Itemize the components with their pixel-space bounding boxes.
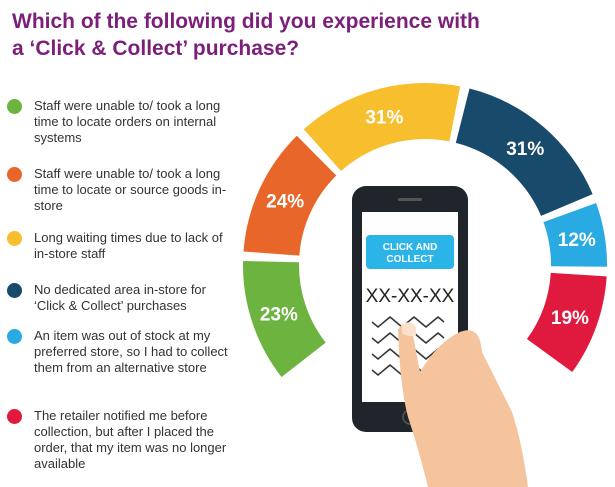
thumb-nail (402, 322, 416, 337)
legend-label: No dedicated area in-store for ‘Click & … (34, 282, 206, 313)
ring-segment (455, 88, 593, 216)
value-label: 23% (260, 305, 298, 326)
legend-marker (7, 231, 22, 246)
value-label: 24% (266, 192, 304, 213)
legend-marker (7, 167, 22, 182)
legend-marker (7, 99, 22, 114)
ring-segment (303, 83, 461, 172)
button-label: CLICK AND (383, 242, 438, 253)
legend-marker (7, 329, 22, 344)
ring-segment (243, 135, 337, 256)
value-label: 19% (551, 308, 589, 329)
wave-line (371, 316, 445, 328)
legend-label: Long waiting times due to lack of in-sto… (34, 230, 223, 261)
button-label: COLLECT (386, 254, 433, 265)
legend-item: Staff were unable to/ took a long time t… (7, 98, 232, 146)
phone-speaker (398, 198, 422, 201)
collect-button (366, 235, 454, 269)
ring-segment (543, 202, 607, 267)
hand (398, 324, 528, 487)
value-label: 31% (506, 139, 544, 160)
legend-marker (7, 283, 22, 298)
legend-label: Staff were unable to/ took a long time t… (34, 98, 221, 145)
legend-item: No dedicated area in-store for ‘Click & … (7, 282, 232, 314)
legend-item: Long waiting times due to lack of in-sto… (7, 230, 232, 262)
chart-title: Which of the following did you experienc… (12, 10, 480, 60)
value-label: 31% (365, 107, 403, 128)
legend-label: The retailer notified me before collecti… (34, 408, 227, 471)
legend-item: An item was out of stock at my preferred… (7, 328, 232, 376)
legend-label: An item was out of stock at my preferred… (34, 328, 228, 375)
legend-label: Staff were unable to/ took a long time t… (34, 166, 227, 213)
ring-segment (526, 272, 607, 372)
value-label: 12% (558, 230, 596, 251)
legend-marker (7, 409, 22, 424)
legend-item: Staff were unable to/ took a long time t… (7, 166, 232, 214)
ring-segment (243, 260, 326, 378)
code: XX-XX-XX (366, 286, 455, 307)
legend-item: The retailer notified me before collecti… (7, 408, 232, 472)
